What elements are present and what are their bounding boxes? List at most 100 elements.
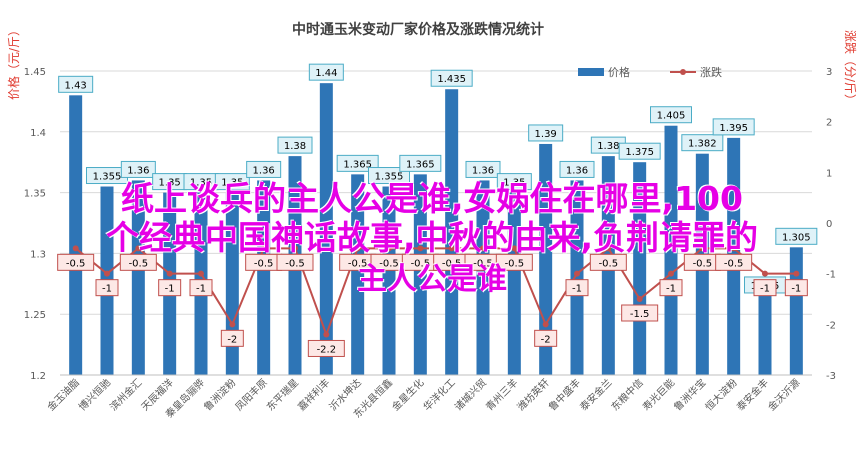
x-category-label: 恒大淀粉 xyxy=(702,376,739,413)
change-point xyxy=(292,245,298,252)
change-data-label-text: -0.5 xyxy=(348,258,368,269)
change-data-label-text: -1 xyxy=(572,284,582,295)
change-data-label-text: -1 xyxy=(791,284,801,295)
price-bar xyxy=(445,89,459,376)
price-data-label: 1.375 xyxy=(618,142,661,160)
x-category-label: 金沃沂源 xyxy=(765,376,802,413)
price-data-label-text: 1.382 xyxy=(688,139,717,150)
price-data-label-text: 1.44 xyxy=(315,68,337,79)
price-data-label: 1.39 xyxy=(528,124,564,142)
change-data-label-text: -0.5 xyxy=(505,258,525,269)
y-right-tick-label: -2 xyxy=(826,320,836,331)
x-category-label: 诸城兴贸 xyxy=(452,377,489,414)
price-data-label: 1.365 xyxy=(399,154,442,172)
change-point xyxy=(166,270,173,277)
change-point xyxy=(793,270,800,277)
price-data-label: 1.382 xyxy=(681,134,724,152)
price-bar xyxy=(131,180,145,375)
price-data-label-text: 1.39 xyxy=(535,129,557,140)
price-bar xyxy=(319,83,333,375)
y-right-tick-label: 2 xyxy=(826,118,832,129)
x-category-label: 华洋化工 xyxy=(420,376,457,413)
change-point xyxy=(730,245,737,252)
legend-change-label: 涨跌 xyxy=(700,65,722,79)
price-bar xyxy=(507,192,521,375)
change-data-label: -0.5 xyxy=(57,253,95,271)
y-left-tick-label: 1.2 xyxy=(30,371,46,382)
price-data-label: 1.36 xyxy=(120,160,156,178)
price-data-label-text: 1.395 xyxy=(719,123,748,134)
change-data-label: -0.5 xyxy=(715,253,753,271)
x-category-label: 鲁洲淀粉 xyxy=(201,376,238,413)
y-right-tick-label: -3 xyxy=(826,371,836,382)
x-category-label: 滨州金汇 xyxy=(107,376,144,413)
change-data-label-text: -0.5 xyxy=(442,258,462,269)
change-series-line xyxy=(75,246,797,338)
change-data-label-text: -2 xyxy=(541,334,551,345)
legend-price-label: 价格 xyxy=(608,65,630,79)
change-data-label-text: -0.5 xyxy=(473,258,493,269)
change-line: -0.5 -1 -0.5 -1 -1 -2 -0.5 -0.5 -2.2 -0.5 -0.5 -0.5… xyxy=(57,245,808,357)
change-point xyxy=(229,321,236,328)
x-category-label: 泰安金兰 xyxy=(577,376,614,413)
change-data-label-text: -2.2 xyxy=(317,344,337,355)
price-bar xyxy=(351,174,365,375)
price-data-label-text: 1.36 xyxy=(472,165,494,176)
legend-change-marker xyxy=(680,69,686,75)
y-left-tick-label: 1.45 xyxy=(24,67,46,78)
y-left-tick-label: 1.3 xyxy=(30,249,46,260)
price-data-label-text: 1.38 xyxy=(597,141,619,152)
change-data-label-text: -0.5 xyxy=(599,258,619,269)
price-data-label: 1.43 xyxy=(58,75,94,93)
price-data-label-text: 1.38 xyxy=(284,141,306,152)
price-bar xyxy=(476,180,490,375)
change-point xyxy=(542,321,549,328)
y-right-tick-label: 0 xyxy=(826,219,832,230)
price-data-label-text: 1.305 xyxy=(782,232,811,243)
price-data-label: 1.305 xyxy=(775,227,818,245)
change-data-label: -1 xyxy=(753,279,777,297)
change-data-label: -1 xyxy=(95,279,119,297)
price-bar xyxy=(257,180,271,375)
change-data-label: -1.5 xyxy=(621,304,659,322)
price-data-label: 1.36 xyxy=(465,160,501,178)
price-data-label-text: 1.435 xyxy=(437,74,466,85)
change-data-label: -0.5 xyxy=(495,253,533,271)
price-bar xyxy=(69,95,83,375)
change-data-label-text: -1 xyxy=(196,284,206,295)
change-data-label: -2 xyxy=(534,329,558,347)
change-data-label-text: -1 xyxy=(666,284,676,295)
price-data-label-text: 1.36 xyxy=(253,165,275,176)
change-point xyxy=(198,270,204,277)
price-data-label-text: 1.355 xyxy=(375,172,404,183)
change-point xyxy=(636,296,643,302)
price-data-label-text: 1.35 xyxy=(159,178,181,189)
price-data-label: 1.355 xyxy=(368,167,410,185)
price-bar xyxy=(758,295,772,375)
price-data-label-text: 1.36 xyxy=(127,165,149,176)
change-data-label: -0.5 xyxy=(589,253,627,271)
change-data-label-text: -0.5 xyxy=(724,258,744,269)
y-left-tick-label: 1.25 xyxy=(24,310,46,321)
change-data-label: -0.5 xyxy=(119,253,157,271)
y-left-axis-label: 价格（元/斤） xyxy=(6,24,21,100)
overlay-text-line-3: 主人公是谁 xyxy=(357,262,507,297)
change-point xyxy=(135,245,142,252)
price-data-label: 1.405 xyxy=(650,106,692,124)
price-data-label-text: 1.35 xyxy=(503,178,525,189)
price-data-label: 1.35 xyxy=(496,173,532,191)
price-data-label-text: 1.355 xyxy=(93,172,122,183)
change-point xyxy=(480,245,486,252)
change-data-label-text: -0.5 xyxy=(411,258,431,269)
change-point xyxy=(448,245,455,252)
price-bar xyxy=(664,125,678,375)
change-data-label: -0.5 xyxy=(401,253,439,271)
change-data-label-text: -0.5 xyxy=(285,258,305,269)
price-bar xyxy=(225,192,239,375)
price-data-label: 1.355 xyxy=(86,167,128,185)
price-data-label-text: 1.36 xyxy=(566,165,588,176)
change-data-label: -1 xyxy=(565,279,589,297)
change-point xyxy=(511,245,518,252)
y-left-tick-label: 1.35 xyxy=(24,189,46,200)
